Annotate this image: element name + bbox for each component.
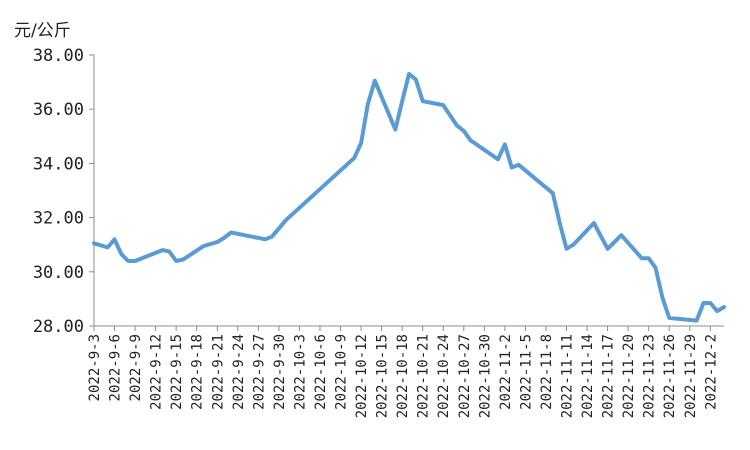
data-point [222, 236, 226, 240]
data-point [373, 79, 377, 83]
data-point [366, 102, 370, 106]
x-tick-label: 2022-10-6 [313, 334, 329, 410]
x-tick-label: 2022-10-18 [395, 334, 411, 418]
data-point [92, 241, 96, 245]
data-point [455, 124, 459, 128]
data-point [592, 221, 596, 225]
data-point [695, 319, 699, 323]
y-tick-label: 34.00 [33, 154, 84, 174]
data-point [517, 163, 521, 167]
x-tick-label: 2022-11-11 [560, 334, 576, 418]
x-tick-label: 2022-11-14 [580, 334, 596, 418]
data-point [263, 237, 267, 241]
data-point [722, 305, 726, 309]
data-point [393, 128, 397, 132]
x-tick-label: 2022-11-2 [498, 334, 514, 410]
data-point [571, 243, 575, 247]
data-point [421, 99, 425, 103]
data-point [113, 237, 117, 241]
x-tick-label: 2022-11-26 [662, 334, 678, 418]
x-tick-label: 2022-11-23 [642, 334, 658, 418]
data-point [167, 250, 171, 254]
x-tick-label: 2022-9-15 [169, 334, 185, 410]
x-tick-label: 2022-10-27 [457, 334, 473, 418]
data-point [702, 301, 706, 305]
data-point [647, 256, 651, 260]
data-point [469, 138, 473, 142]
data-point [284, 218, 288, 222]
data-point [106, 245, 110, 249]
data-point [565, 247, 569, 251]
x-tick-label: 2022-11-17 [601, 334, 617, 418]
data-point [441, 103, 445, 107]
x-tick-label: 2022-9-18 [190, 334, 206, 410]
data-point [407, 72, 411, 76]
data-point [359, 141, 363, 145]
data-point [215, 240, 219, 244]
x-tick-label: 2022-12-2 [703, 334, 719, 410]
data-point [510, 166, 514, 170]
y-tick-label: 28.00 [33, 317, 84, 337]
data-point [606, 247, 610, 251]
data-point [181, 258, 185, 262]
data-point [119, 252, 123, 256]
x-tick-label: 2022-10-12 [354, 334, 370, 418]
y-tick-label: 32.00 [33, 209, 84, 229]
data-point [414, 77, 418, 81]
data-point [496, 157, 500, 161]
data-point [202, 244, 206, 248]
data-point [640, 256, 644, 260]
y-tick-label: 36.00 [33, 100, 84, 120]
data-point [462, 129, 466, 133]
data-point [660, 296, 664, 300]
x-tick-label: 2022-9-6 [108, 334, 124, 401]
x-tick-label: 2022-9-9 [128, 334, 144, 401]
x-tick-label: 2022-10-15 [375, 334, 391, 418]
data-point [654, 266, 658, 270]
x-tick-label: 2022-9-30 [272, 334, 288, 410]
data-point [619, 233, 623, 237]
x-tick-label: 2022-10-24 [436, 334, 452, 418]
data-point [126, 259, 130, 263]
data-point [270, 235, 274, 239]
x-tick-label: 2022-10-30 [477, 334, 493, 418]
x-tick-label: 2022-11-8 [539, 334, 555, 410]
x-tick-label: 2022-9-21 [210, 334, 226, 410]
data-point [667, 316, 671, 320]
x-tick-label: 2022-10-21 [416, 334, 432, 418]
y-axis-unit-label: 元/公斤 [14, 21, 71, 41]
data-point [558, 221, 562, 225]
x-tick-label: 2022-9-24 [231, 334, 247, 410]
price-series-line [92, 72, 726, 323]
x-tick-label: 2022-11-29 [683, 334, 699, 418]
x-tick-label: 2022-11-20 [621, 334, 637, 418]
data-point [133, 259, 137, 263]
y-tick-label: 38.00 [33, 46, 84, 66]
data-point [503, 142, 507, 146]
data-point [161, 248, 165, 252]
x-tick-label: 2022-9-12 [149, 334, 165, 410]
x-tick-label: 2022-10-3 [292, 334, 308, 410]
x-tick-label: 2022-10-9 [334, 334, 350, 410]
y-tick-label: 30.00 [33, 263, 84, 283]
data-point [708, 301, 712, 305]
x-tick-label: 2022-9-27 [251, 334, 267, 410]
x-tick-label: 2022-9-3 [87, 334, 103, 401]
data-point [715, 309, 719, 313]
x-tick-label: 2022-11-5 [518, 334, 534, 410]
data-point [352, 156, 356, 160]
data-point [400, 99, 404, 103]
data-point [551, 191, 555, 195]
data-point [277, 226, 281, 230]
data-point [174, 259, 178, 263]
data-point [229, 231, 233, 235]
